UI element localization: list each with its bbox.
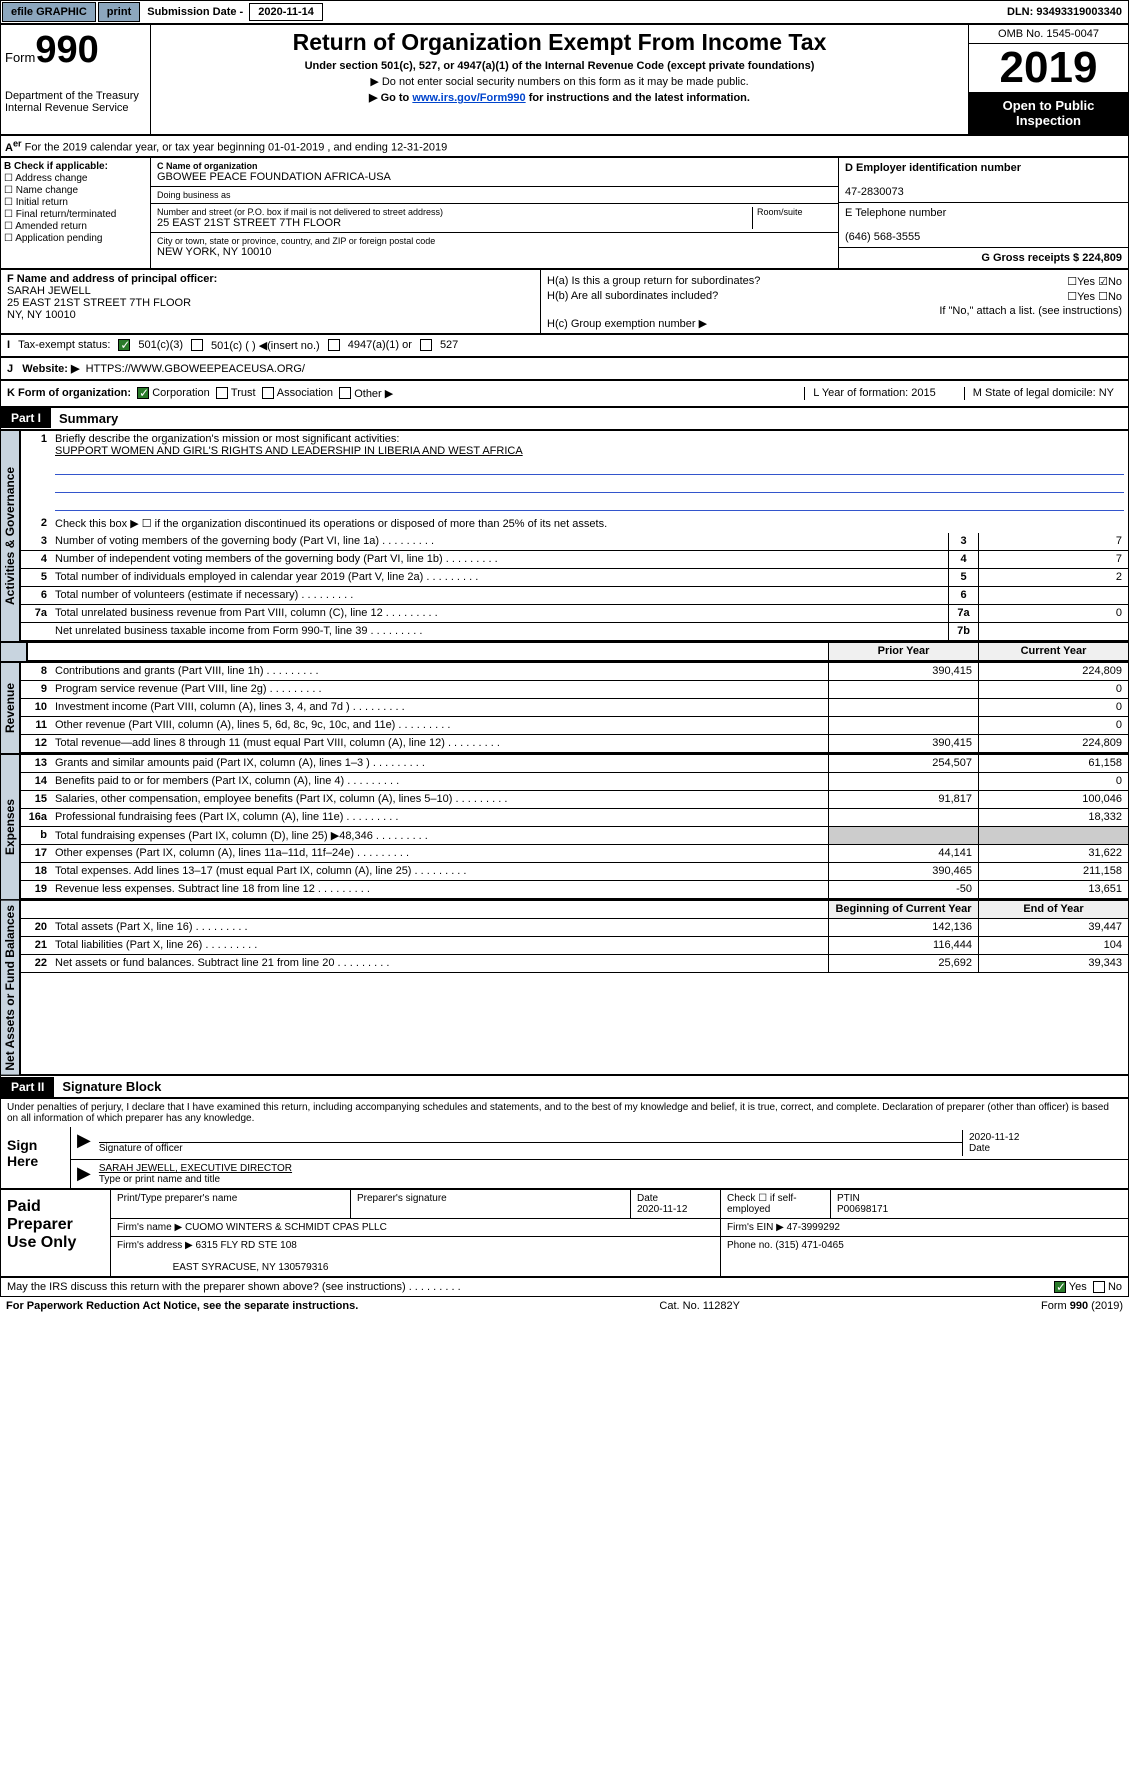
chk-corp[interactable] <box>137 387 149 399</box>
website-row: J Website: ▶ HTTPS://WWW.GBOWEEPEACEUSA.… <box>0 357 1129 380</box>
table-row: 22Net assets or fund balances. Subtract … <box>21 955 1128 973</box>
chk-4947[interactable] <box>328 339 340 351</box>
submission-date: 2020-11-14 <box>249 3 323 21</box>
table-row: 17Other expenses (Part IX, column (A), l… <box>21 845 1128 863</box>
part1-header: Part I Summary <box>0 407 1129 430</box>
chk-amended[interactable]: ☐ Amended return <box>4 221 147 232</box>
chk-501c3[interactable] <box>118 339 130 351</box>
org-name-cell: C Name of organization GBOWEE PEACE FOUN… <box>151 158 838 187</box>
table-row: 14Benefits paid to or for members (Part … <box>21 773 1128 791</box>
sidebar-expenses: Expenses <box>0 754 20 900</box>
topbar: efile GRAPHIC print Submission Date - 20… <box>0 0 1129 24</box>
table-row: 16aProfessional fundraising fees (Part I… <box>21 809 1128 827</box>
sidebar-activities: Activities & Governance <box>0 430 20 642</box>
dln: DLN: 93493319003340 <box>1001 4 1128 20</box>
table-row: 15Salaries, other compensation, employee… <box>21 791 1128 809</box>
open-public-badge: Open to Public Inspection <box>969 92 1128 134</box>
form-title: Return of Organization Exempt From Incom… <box>155 29 964 56</box>
table-row: 6Total number of volunteers (estimate if… <box>21 587 1128 605</box>
row-a-tax-year: Aer For the 2019 calendar year, or tax y… <box>0 135 1129 157</box>
address-cell: Number and street (or P.O. box if mail i… <box>151 204 838 233</box>
footer-row: For Paperwork Reduction Act Notice, see … <box>0 1297 1129 1315</box>
form-subtitle-1: Under section 501(c), 527, or 4947(a)(1)… <box>155 60 964 72</box>
table-row: 18Total expenses. Add lines 13–17 (must … <box>21 863 1128 881</box>
block-b-through-g: B Check if applicable: ☐ Address change … <box>0 157 1129 269</box>
arrow-icon: ▶ <box>77 1130 91 1156</box>
table-row: 7aTotal unrelated business revenue from … <box>21 605 1128 623</box>
principal-officer: F Name and address of principal officer:… <box>1 270 541 333</box>
chk-527[interactable] <box>420 339 432 351</box>
table-row: 4Number of independent voting members of… <box>21 551 1128 569</box>
table-row: 8Contributions and grants (Part VIII, li… <box>21 663 1128 681</box>
form-subtitle-2: ▶ Do not enter social security numbers o… <box>155 75 964 88</box>
table-row: 11Other revenue (Part VIII, column (A), … <box>21 717 1128 735</box>
col-b-checkboxes: B Check if applicable: ☐ Address change … <box>1 158 151 268</box>
omb-number: OMB No. 1545-0047 <box>969 25 1128 44</box>
paid-preparer-block: Paid Preparer Use Only Print/Type prepar… <box>0 1189 1129 1277</box>
submission-label: Submission Date - <box>141 4 249 20</box>
chk-address-change[interactable]: ☐ Address change <box>4 173 147 184</box>
tax-year: 2019 <box>969 44 1128 92</box>
table-row: 20Total assets (Part X, line 16) 142,136… <box>21 919 1128 937</box>
sidebar-net-assets: Net Assets or Fund Balances <box>0 900 20 1076</box>
irs-link[interactable]: www.irs.gov/Form990 <box>412 92 525 104</box>
table-row: Net unrelated business taxable income fr… <box>21 623 1128 641</box>
signature-block: Under penalties of perjury, I declare th… <box>0 1098 1129 1189</box>
chk-name-change[interactable]: ☐ Name change <box>4 185 147 196</box>
row-f-h: F Name and address of principal officer:… <box>0 269 1129 334</box>
part2-header: Part II Signature Block <box>0 1075 1129 1098</box>
table-row: 21Total liabilities (Part X, line 26) 11… <box>21 937 1128 955</box>
dept-treasury: Department of the Treasury <box>5 90 146 102</box>
discuss-row: May the IRS discuss this return with the… <box>0 1277 1129 1297</box>
city-cell: City or town, state or province, country… <box>151 233 838 261</box>
table-row: 5Total number of individuals employed in… <box>21 569 1128 587</box>
sign-here-label: Sign Here <box>1 1127 71 1188</box>
sidebar-revenue: Revenue <box>0 662 20 754</box>
chk-app-pending[interactable]: ☐ Application pending <box>4 233 147 244</box>
tax-exempt-status: I Tax-exempt status: 501(c)(3) 501(c) ( … <box>0 334 1129 357</box>
table-row: 3Number of voting members of the governi… <box>21 533 1128 551</box>
rev-header-row: Prior Year Current Year <box>28 643 1128 661</box>
print-button[interactable]: print <box>98 2 140 22</box>
irs-label: Internal Revenue Service <box>5 102 146 114</box>
table-row: 9Program service revenue (Part VIII, lin… <box>21 681 1128 699</box>
form-subtitle-3: ▶ Go to www.irs.gov/Form990 for instruct… <box>155 91 964 104</box>
chk-initial-return[interactable]: ☐ Initial return <box>4 197 147 208</box>
ein-cell: D Employer identification number 47-2830… <box>839 158 1128 203</box>
chk-discuss-yes[interactable] <box>1054 1281 1066 1293</box>
chk-trust[interactable] <box>216 387 228 399</box>
efile-button[interactable]: efile GRAPHIC <box>2 2 96 22</box>
group-return: H(a) Is this a group return for subordin… <box>541 270 1128 333</box>
chk-final-return[interactable]: ☐ Final return/terminated <box>4 209 147 220</box>
arrow-icon: ▶ <box>77 1163 91 1185</box>
chk-discuss-no[interactable] <box>1093 1281 1105 1293</box>
gross-receipts-cell: G Gross receipts $ 224,809 <box>839 248 1128 268</box>
net-header-row: Beginning of Current Year End of Year <box>21 901 1128 919</box>
table-row: 10Investment income (Part VIII, column (… <box>21 699 1128 717</box>
paid-preparer-label: Paid Preparer Use Only <box>1 1190 111 1276</box>
table-row: bTotal fundraising expenses (Part IX, co… <box>21 827 1128 845</box>
form-org-row: K Form of organization: Corporation Trus… <box>0 380 1129 407</box>
table-row: 19Revenue less expenses. Subtract line 1… <box>21 881 1128 899</box>
table-row: 12Total revenue—add lines 8 through 11 (… <box>21 735 1128 753</box>
form-number: Form990 <box>5 29 146 72</box>
phone-cell: E Telephone number (646) 568-3555 <box>839 203 1128 248</box>
chk-501c[interactable] <box>191 339 203 351</box>
form-header: Form990 Department of the Treasury Inter… <box>0 24 1129 135</box>
sidebar-blank <box>0 642 27 662</box>
chk-other[interactable] <box>339 387 351 399</box>
dba-cell: Doing business as <box>151 187 838 204</box>
table-row: 13Grants and similar amounts paid (Part … <box>21 755 1128 773</box>
chk-assoc[interactable] <box>262 387 274 399</box>
